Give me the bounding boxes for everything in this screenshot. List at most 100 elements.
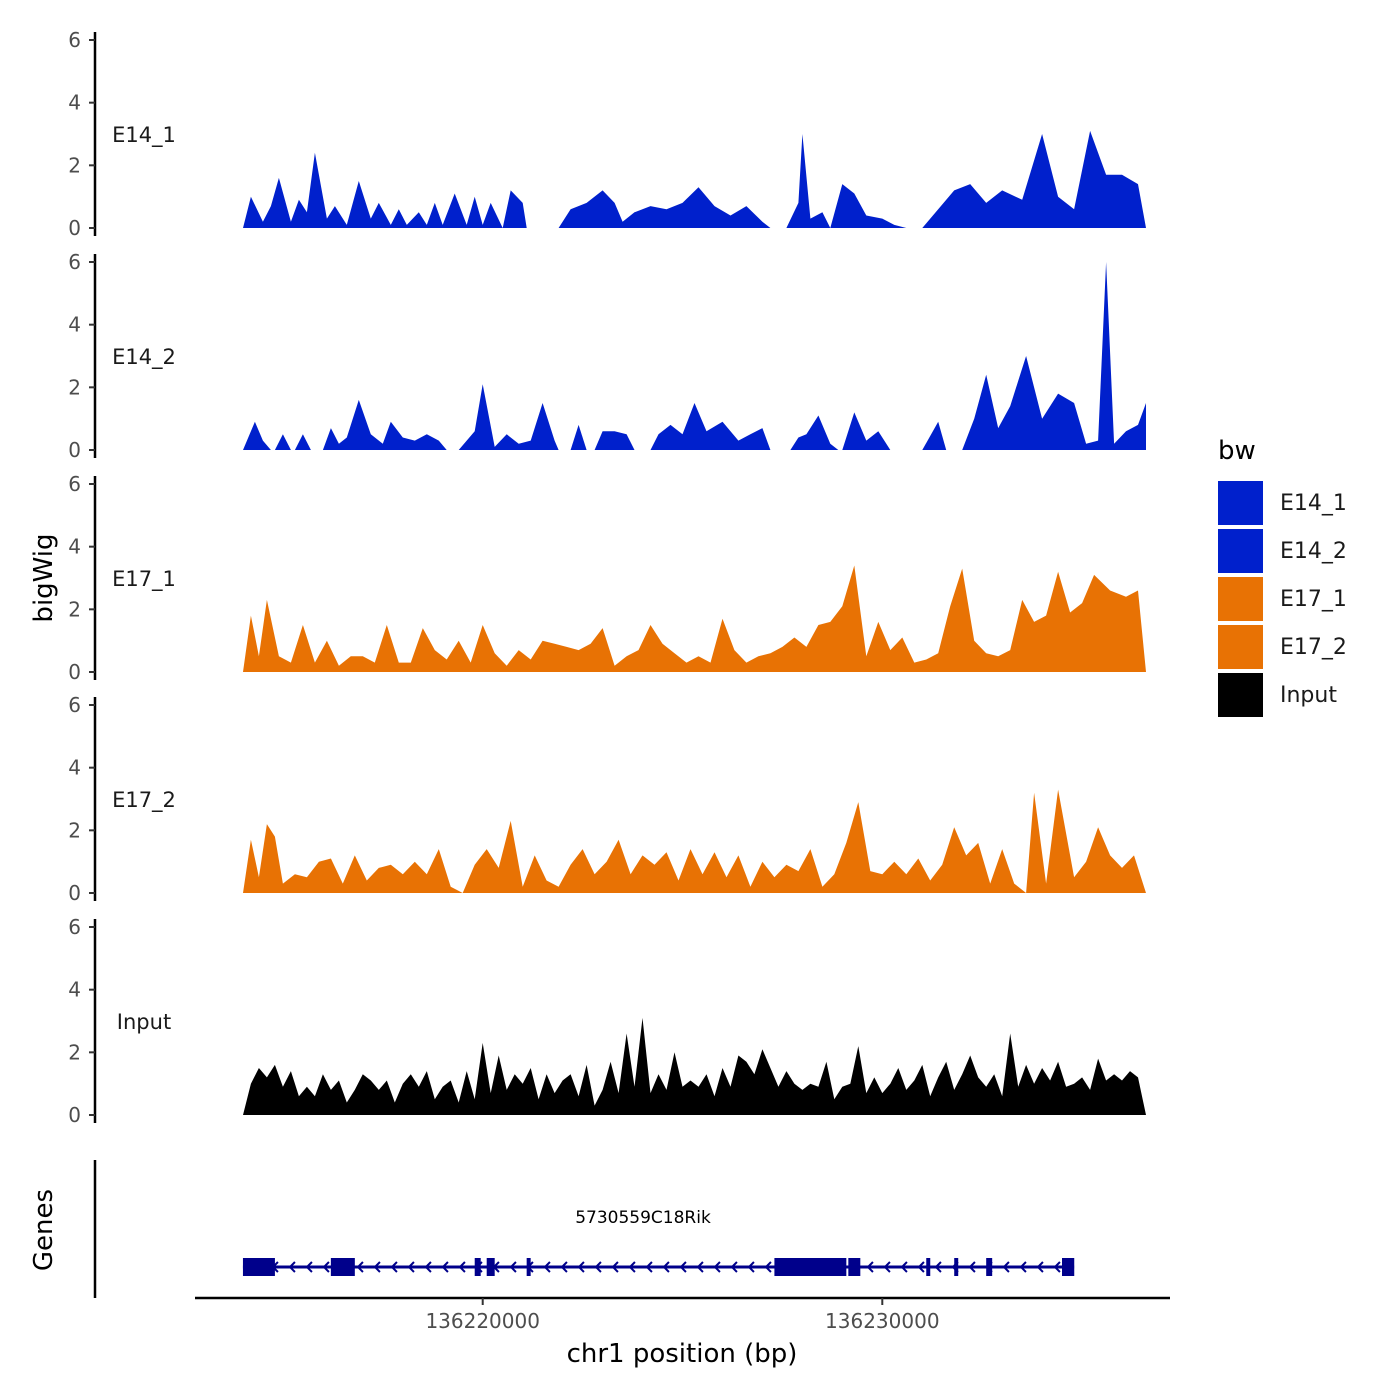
coverage-area [570, 424, 587, 450]
strand-arrow [322, 1261, 330, 1273]
coverage-area [790, 415, 839, 450]
track-e17-1: 0 2 4 6 E17_1 [68, 472, 1146, 684]
strand-arrow [373, 1261, 381, 1273]
y-tick-label: 0 [68, 1103, 81, 1127]
gene-exon [774, 1258, 847, 1276]
coverage-area [243, 152, 527, 228]
coverage-area [650, 403, 771, 450]
coverage-area [294, 434, 311, 450]
coverage-area [842, 412, 891, 450]
y-tick-label: 4 [68, 978, 81, 1002]
track-e14-1: 0 2 4 6 E14_1 [68, 28, 1146, 240]
strand-arrow [356, 1261, 364, 1273]
gene-exon [526, 1258, 531, 1276]
strand-arrow [1019, 1261, 1027, 1273]
strand-arrow [917, 1261, 925, 1273]
y-tick-label: 6 [68, 693, 81, 717]
y-tick-label: 2 [68, 375, 81, 399]
genes-axis-title: Genes [29, 1189, 59, 1271]
coverage-area [458, 384, 559, 450]
strand-arrow [730, 1261, 738, 1273]
track-label: Input [117, 1010, 171, 1034]
gene-exon [486, 1258, 495, 1276]
strand-arrow [305, 1261, 313, 1273]
track-label: E14_1 [112, 123, 176, 148]
strand-arrow [509, 1261, 517, 1273]
coverage-area [243, 1017, 1146, 1115]
y-tick-label: 0 [68, 438, 81, 462]
gene-exon [926, 1258, 931, 1276]
strand-arrow [1002, 1261, 1010, 1273]
y-tick-label: 4 [68, 535, 81, 559]
legend-swatch [1218, 673, 1263, 717]
strand-arrow [1036, 1261, 1044, 1273]
y-tick-label: 4 [68, 91, 81, 115]
legend-item: E17_2 [1218, 625, 1347, 669]
coverage-area [962, 262, 1146, 450]
y-tick-label: 0 [68, 660, 81, 684]
gene-exon [330, 1258, 355, 1276]
strand-arrow [560, 1261, 568, 1273]
legend-swatch [1218, 481, 1263, 525]
strand-arrow [883, 1261, 891, 1273]
strand-arrow [662, 1261, 670, 1273]
y-tick-label: 2 [68, 1040, 81, 1064]
strand-arrow [458, 1261, 466, 1273]
legend-swatch [1218, 577, 1263, 621]
strand-arrow [645, 1261, 653, 1273]
coverage-area [243, 565, 1146, 672]
legend-item: E14_2 [1218, 529, 1347, 573]
y-tick-label: 0 [68, 216, 81, 240]
y-tick-label: 6 [68, 250, 81, 274]
strand-arrow [441, 1261, 449, 1273]
track-e14-2: 0 2 4 6 E14_2 [68, 250, 1146, 462]
gene-name-label: 5730559C18Rik [575, 1208, 711, 1228]
legend-swatch [1218, 625, 1263, 669]
coverage-area [786, 134, 907, 228]
legend-label: E17_2 [1280, 635, 1347, 660]
strand-arrow [934, 1261, 942, 1273]
strand-arrow [288, 1261, 296, 1273]
strand-arrow [900, 1261, 908, 1273]
gene-exon [242, 1258, 275, 1276]
coverage-area [558, 187, 771, 228]
legend-label: E14_1 [1280, 491, 1347, 516]
x-tick-label: 136220000 [425, 1309, 540, 1333]
coverage-area [594, 431, 635, 450]
genes-panel: 5730559C18Rik [93, 1160, 1075, 1298]
legend-swatch [1218, 529, 1263, 573]
track-input: 0 2 4 6 Input [68, 915, 1146, 1127]
legend: bw E14_1 E14_2 E17_1 E17_2 Input [1218, 436, 1347, 717]
strand-arrow [866, 1261, 874, 1273]
x-axis: 136220000 136230000 [195, 1296, 1170, 1333]
gene-exon [1062, 1258, 1075, 1276]
y-tick-label: 4 [68, 756, 81, 780]
strand-arrow [1053, 1261, 1061, 1273]
coverage-area [922, 421, 947, 450]
coverage-area [322, 399, 447, 450]
y-tick-label: 4 [68, 313, 81, 337]
x-axis-title: chr1 position (bp) [567, 1339, 798, 1369]
track-panels: 0 2 4 6 E14_1 0 2 4 6 E14_2 0 2 4 6 E17_1 0 2 4 6 E17_2 0 2 4 6… [68, 28, 1146, 1127]
strand-arrow [594, 1261, 602, 1273]
strand-arrow [424, 1261, 432, 1273]
y-tick-label: 0 [68, 881, 81, 905]
strand-arrow [628, 1261, 636, 1273]
track-label: E17_1 [112, 567, 176, 592]
legend-label: Input [1280, 683, 1337, 708]
strand-arrow [407, 1261, 415, 1273]
coverage-area [274, 434, 291, 450]
strand-arrow [543, 1261, 551, 1273]
x-tick-label: 136230000 [825, 1309, 940, 1333]
y-tick-label: 6 [68, 915, 81, 939]
gene-exon [474, 1258, 481, 1276]
strand-arrow [577, 1261, 585, 1273]
strand-arrow [764, 1261, 772, 1273]
coverage-area [243, 421, 271, 450]
legend-label: E17_1 [1280, 587, 1347, 612]
y-tick-label: 2 [68, 153, 81, 177]
y-tick-label: 2 [68, 818, 81, 842]
strand-arrow [696, 1261, 704, 1273]
y-tick-label: 6 [68, 472, 81, 496]
